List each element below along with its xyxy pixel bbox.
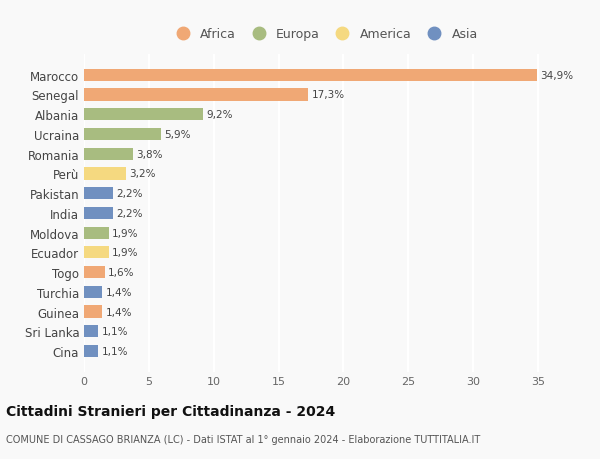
Text: 1,1%: 1,1%: [101, 346, 128, 356]
Bar: [84, 148, 133, 161]
Bar: [84, 188, 113, 200]
Text: 17,3%: 17,3%: [311, 90, 345, 100]
Bar: [84, 69, 537, 82]
Text: 2,2%: 2,2%: [116, 208, 142, 218]
Text: 5,9%: 5,9%: [164, 130, 190, 140]
Bar: [84, 247, 109, 259]
Bar: [84, 89, 308, 101]
Bar: [84, 325, 98, 338]
Text: Cittadini Stranieri per Cittadinanza - 2024: Cittadini Stranieri per Cittadinanza - 2…: [6, 404, 335, 419]
Legend: Africa, Europa, America, Asia: Africa, Europa, America, Asia: [165, 23, 483, 46]
Text: 3,2%: 3,2%: [129, 169, 155, 179]
Text: 2,2%: 2,2%: [116, 189, 142, 199]
Text: 9,2%: 9,2%: [206, 110, 233, 120]
Bar: [84, 306, 102, 318]
Text: 1,6%: 1,6%: [108, 268, 134, 278]
Bar: [84, 227, 109, 239]
Text: 1,9%: 1,9%: [112, 228, 139, 238]
Bar: [84, 109, 203, 121]
Bar: [84, 129, 161, 141]
Bar: [84, 266, 105, 279]
Text: 3,8%: 3,8%: [137, 149, 163, 159]
Text: 34,9%: 34,9%: [540, 71, 573, 81]
Text: 1,9%: 1,9%: [112, 248, 139, 258]
Bar: [84, 207, 113, 219]
Bar: [84, 345, 98, 358]
Text: 1,4%: 1,4%: [106, 287, 132, 297]
Bar: [84, 168, 125, 180]
Text: 1,4%: 1,4%: [106, 307, 132, 317]
Text: COMUNE DI CASSAGO BRIANZA (LC) - Dati ISTAT al 1° gennaio 2024 - Elaborazione TU: COMUNE DI CASSAGO BRIANZA (LC) - Dati IS…: [6, 434, 480, 443]
Text: 1,1%: 1,1%: [101, 327, 128, 336]
Bar: [84, 286, 102, 298]
